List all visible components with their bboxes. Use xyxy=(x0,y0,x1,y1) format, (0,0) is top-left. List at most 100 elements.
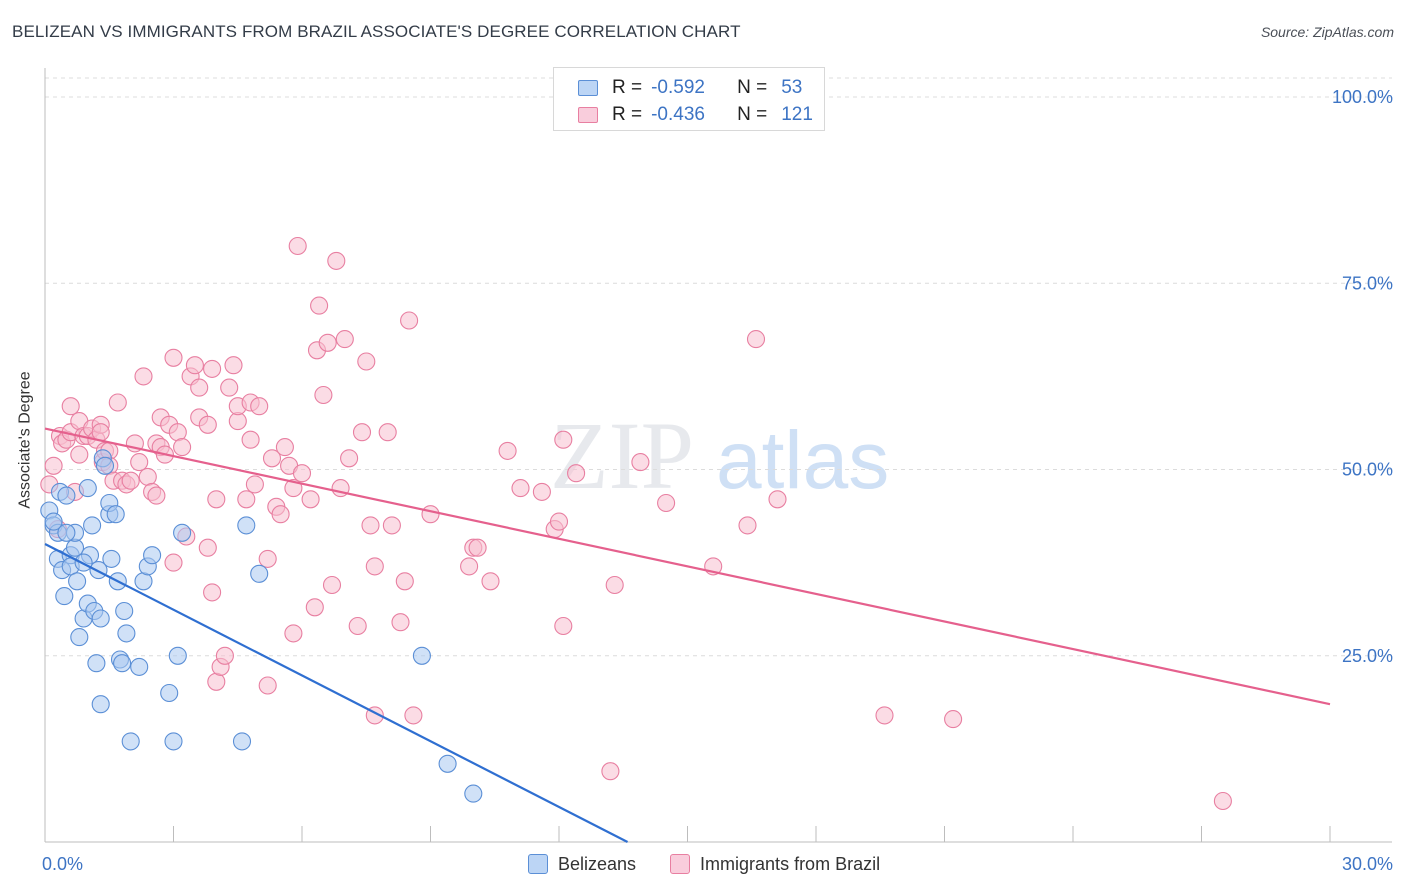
brazil-point xyxy=(395,572,414,591)
brazil-point xyxy=(284,479,303,498)
brazil-point xyxy=(44,456,63,475)
brazil-point xyxy=(657,493,676,513)
brazil-point xyxy=(378,423,397,442)
belizean-point xyxy=(160,683,179,703)
legend-r-label: R = xyxy=(612,104,643,125)
belizean-point xyxy=(164,732,183,751)
brazil-point xyxy=(168,423,187,442)
brazil-point xyxy=(310,296,329,315)
belizean-point xyxy=(130,657,149,676)
brazil-point xyxy=(365,557,384,576)
brazil-point xyxy=(284,624,303,643)
brazil-point xyxy=(130,453,149,472)
belizean-point xyxy=(250,564,269,583)
legend-swatch-blue xyxy=(578,80,598,96)
belizean-point xyxy=(55,587,74,606)
brazil-point xyxy=(245,475,264,494)
brazil-point xyxy=(224,356,243,375)
belizean-point xyxy=(232,732,252,751)
brazil-point xyxy=(746,330,766,349)
brazil-point xyxy=(108,393,127,412)
legend-swatch-pink xyxy=(578,107,598,123)
belizean-point xyxy=(44,512,63,531)
brazil-point xyxy=(198,538,217,557)
x-tick-labels: 0.0% 30.0% xyxy=(42,854,1393,874)
legend-item-brazil[interactable]: Immigrants from Brazil xyxy=(670,854,880,875)
brazil-point xyxy=(481,572,500,591)
legend-r-value: -0.436 xyxy=(651,104,705,125)
legend-n-value: 53 xyxy=(781,77,803,98)
brazil-point xyxy=(203,583,222,602)
brazil-point xyxy=(352,423,372,442)
belizean-point xyxy=(91,609,110,628)
belizean-point xyxy=(115,601,134,621)
brazil-point xyxy=(241,430,260,449)
brazil-point xyxy=(262,449,282,468)
brazil-point xyxy=(382,516,401,535)
legend-r-value: -0.592 xyxy=(651,77,705,98)
brazil-point xyxy=(61,397,80,416)
belizean-point xyxy=(134,572,153,591)
belizean-point xyxy=(83,516,102,535)
brazil-point xyxy=(335,330,354,349)
belizean-point xyxy=(95,456,115,475)
brazil-point xyxy=(357,352,376,371)
brazil-label: Immigrants from Brazil xyxy=(700,853,881,874)
belizean-point xyxy=(143,546,162,565)
brazil-point xyxy=(134,367,153,386)
brazil-point xyxy=(391,613,410,632)
legend-n-label: N = xyxy=(737,77,768,98)
brazil-point xyxy=(207,490,226,509)
x-tick-label-max: 30.0% xyxy=(1342,854,1393,874)
brazil-point xyxy=(164,348,183,367)
belizean-point xyxy=(173,523,192,542)
y-tick-label: 25.0% xyxy=(1342,646,1393,666)
belizean-point xyxy=(237,516,256,535)
brazil-point xyxy=(361,516,380,535)
brazil-point xyxy=(875,706,894,725)
brazil-point xyxy=(288,236,307,256)
brazil-point xyxy=(400,311,419,330)
brazil-point xyxy=(301,490,320,509)
belizean-point xyxy=(106,505,125,524)
brazil-point xyxy=(198,415,217,434)
belizean-point xyxy=(91,695,110,714)
belizeans-swatch xyxy=(528,854,548,874)
brazil-point xyxy=(305,598,324,617)
brazil-swatch xyxy=(670,854,691,874)
brazil-point xyxy=(314,385,333,405)
series-legend: Belizeans Immigrants from Brazil xyxy=(528,852,914,876)
y-tick-label: 50.0% xyxy=(1342,460,1393,480)
brazil-point xyxy=(511,479,530,498)
brazil-point xyxy=(190,378,209,397)
brazil-point xyxy=(292,464,312,483)
legend-item-belizeans[interactable]: Belizeans xyxy=(528,854,636,875)
brazil-point xyxy=(944,710,963,729)
x-tick-label-min: 0.0% xyxy=(42,854,83,874)
axes xyxy=(44,68,1392,843)
belizean-points xyxy=(40,449,483,803)
y-tick-labels: 25.0% 50.0% 75.0% 100.0% xyxy=(1332,87,1393,666)
brazil-point xyxy=(203,359,222,378)
brazil-point xyxy=(532,482,551,501)
brazil-point xyxy=(173,438,192,457)
source-label: Source: ZipAtlas.com xyxy=(1260,24,1394,40)
belizean-point xyxy=(117,624,136,643)
brazil-point xyxy=(549,512,569,531)
brazil-point xyxy=(215,646,234,665)
y-tick-label: 75.0% xyxy=(1342,273,1393,293)
brazil-point xyxy=(768,490,787,509)
brazil-point xyxy=(250,397,269,416)
brazil-point xyxy=(70,445,89,464)
brazil-point xyxy=(404,706,423,725)
belizean-point xyxy=(57,523,76,542)
brazil-trend-line xyxy=(44,427,1331,706)
belizean-point xyxy=(78,479,97,498)
brazil-point xyxy=(318,333,337,352)
brazil-point xyxy=(605,575,624,595)
brazil-point xyxy=(327,251,346,270)
brazil-point xyxy=(554,616,573,636)
belizean-point xyxy=(464,784,483,803)
belizean-point xyxy=(102,549,121,568)
brazil-point xyxy=(185,356,204,375)
